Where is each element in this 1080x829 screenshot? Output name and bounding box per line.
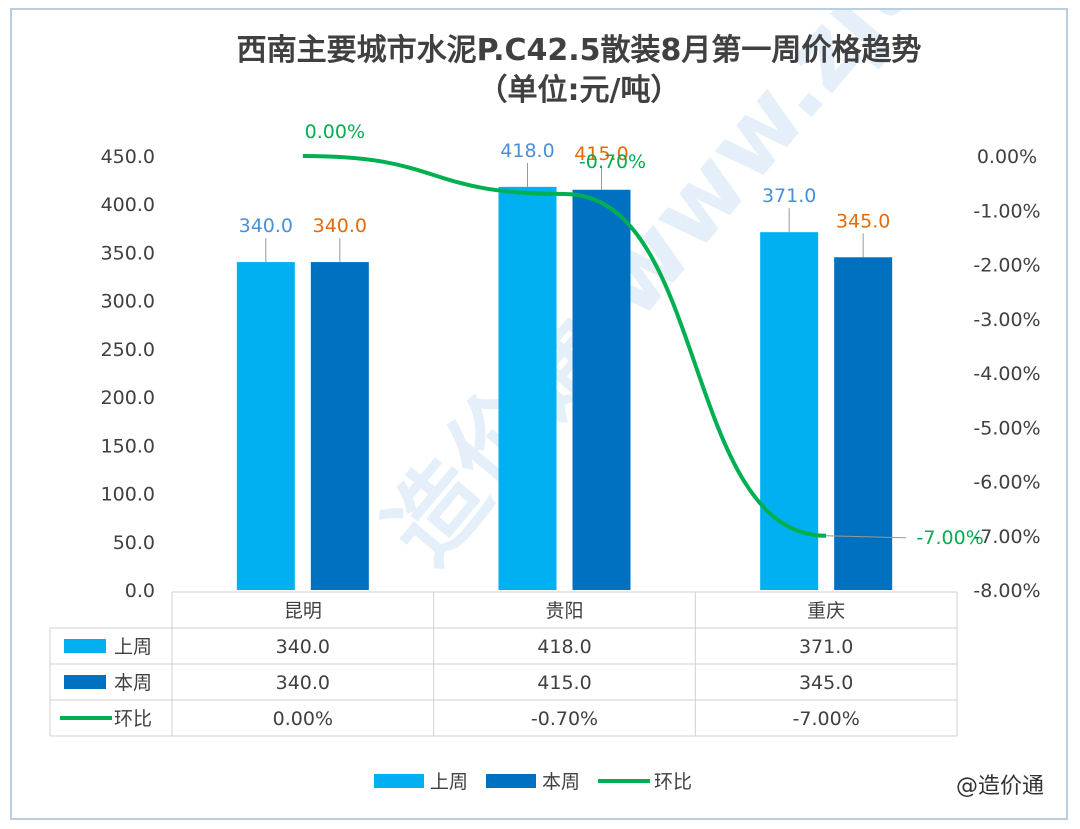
table-row-label: 上周 bbox=[114, 636, 152, 658]
y-right-tick-label: -5.00% bbox=[973, 417, 1040, 439]
chart-subtitle: （单位:元/吨） bbox=[478, 73, 681, 108]
table-cell: 0.00% bbox=[273, 708, 333, 730]
plot-area: 0.0 50.0 100.0 150.0 200.0 250.0 300.0 350.0 400… bbox=[101, 121, 1041, 602]
background-watermark: 造价通 www.zjtcn.com bbox=[364, 0, 1080, 585]
table-header-cell: 昆明 bbox=[284, 600, 322, 622]
bar-data-label: 415.0 bbox=[574, 143, 628, 165]
y-left-tick-label: 200.0 bbox=[101, 387, 155, 409]
bar-data-label: 371.0 bbox=[762, 185, 816, 207]
legend-label: 环比 bbox=[654, 771, 692, 793]
bar-1-0 bbox=[310, 262, 369, 590]
table-legend-swatch bbox=[64, 675, 106, 689]
table-header-cell: 贵阳 bbox=[545, 600, 583, 622]
data-label-leader bbox=[826, 535, 907, 539]
y-left-tick-label: 50.0 bbox=[113, 532, 155, 554]
y-right-tick-label: -7.00% bbox=[973, 526, 1040, 548]
legend-label: 本周 bbox=[542, 771, 580, 793]
table-cell: 345.0 bbox=[799, 672, 853, 694]
bar-1-2 bbox=[834, 257, 893, 590]
y-right-tick-label: -3.00% bbox=[973, 309, 1040, 331]
legend-swatch bbox=[486, 774, 536, 788]
y-left-tick-label: 400.0 bbox=[101, 194, 155, 216]
bar-data-label: 340.0 bbox=[313, 215, 367, 237]
table-cell: 418.0 bbox=[537, 636, 591, 658]
table-cell: 371.0 bbox=[799, 636, 853, 658]
line-data-label: 0.00% bbox=[305, 121, 365, 143]
bar-data-label: 340.0 bbox=[239, 215, 293, 237]
chart-title: 西南主要城市水泥P.C42.5散装8月第一周价格趋势 bbox=[237, 33, 922, 68]
y-left-tick-label: 250.0 bbox=[101, 339, 155, 361]
bar-data-label: 418.0 bbox=[500, 140, 554, 162]
table-cell: 340.0 bbox=[276, 636, 330, 658]
y-right-tick-label: 0.00% bbox=[977, 146, 1037, 168]
table-cell: 340.0 bbox=[276, 672, 330, 694]
table-header-cell: 重庆 bbox=[807, 600, 845, 622]
y-right-tick-label: -2.00% bbox=[973, 255, 1040, 277]
bar-0-2 bbox=[760, 232, 819, 591]
y-left-tick-label: 100.0 bbox=[101, 484, 155, 506]
bar-data-label: 345.0 bbox=[836, 210, 890, 232]
y-left-tick-label: 350.0 bbox=[101, 242, 155, 264]
table-row-label: 环比 bbox=[114, 708, 152, 730]
svg-text:造价通 www.zjtcn.com: 造价通 www.zjtcn.com bbox=[364, 10, 1066, 585]
legend-swatch bbox=[374, 774, 424, 788]
y-left-tick-label: 300.0 bbox=[101, 291, 155, 313]
table-cell: -0.70% bbox=[531, 708, 598, 730]
table-cell: 415.0 bbox=[537, 672, 591, 694]
legend: 上周 本周 环比 bbox=[374, 771, 692, 793]
line-data-label: -7.00% bbox=[917, 527, 984, 549]
watermark-text: @造价通 bbox=[955, 774, 1044, 799]
line-series-huanbi bbox=[302, 154, 827, 538]
y-left-tick-label: 0.0 bbox=[125, 580, 155, 602]
bar-0-1 bbox=[498, 186, 557, 590]
table-legend-swatch bbox=[64, 639, 106, 653]
y-right-tick-label: -4.00% bbox=[973, 363, 1040, 385]
table-cell: -7.00% bbox=[793, 708, 860, 730]
bar-0-0 bbox=[236, 262, 295, 590]
table-row-label: 本周 bbox=[114, 672, 152, 694]
y-right-tick-label: -6.00% bbox=[973, 472, 1040, 494]
y-left-tick-label: 450.0 bbox=[101, 146, 155, 168]
legend-label: 上周 bbox=[430, 771, 468, 793]
chart-svg: 造价通 www.zjtcn.com 西南主要城市水泥P.C42.5散装8月第一周… bbox=[49, 0, 1080, 793]
y-right-tick-label: -8.00% bbox=[973, 580, 1040, 602]
y-left-tick-label: 150.0 bbox=[101, 435, 155, 457]
chart-frame: 造价通 www.zjtcn.com 西南主要城市水泥P.C42.5散装8月第一周… bbox=[10, 0, 1080, 820]
line-data-label: -0.70% bbox=[579, 151, 646, 173]
y-right-tick-label: -1.00% bbox=[973, 200, 1040, 222]
bar-1-1 bbox=[572, 189, 631, 590]
